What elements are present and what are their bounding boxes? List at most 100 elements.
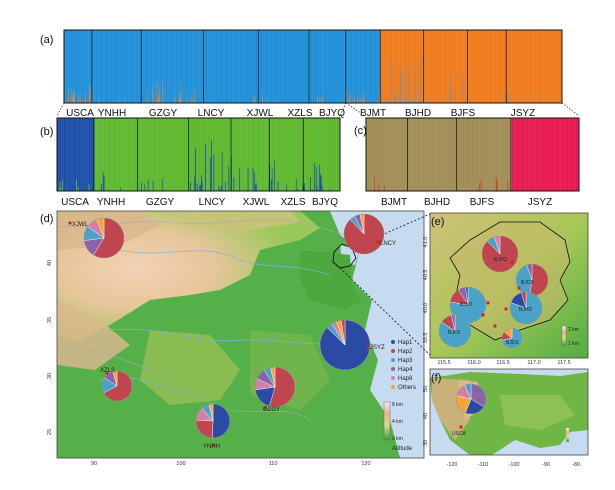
lon-tick-f: -110 [478, 462, 489, 468]
structure-b-label: GZGY [146, 197, 175, 208]
structure-c-label: BJHD [424, 197, 450, 208]
lon-tick-e: 116.5 [496, 360, 509, 366]
structure-c-labels: BJMT BJHD BJFS JSYZ [381, 197, 552, 208]
site-label-e: BJYQ [494, 257, 507, 263]
panel-d-label: (d) [40, 213, 53, 225]
lat-tick-e: 41.0 [423, 237, 429, 248]
pie-gzgy [254, 366, 296, 408]
site-label-e: BJCP [521, 280, 534, 286]
structure-a-labels: USCA YNHH GZGY LNCY XJWL XZLS BJYQ BJMT BJHD BJFS… [66, 108, 535, 119]
map-d-pies [83, 213, 385, 439]
site-label-e: BJHD [519, 307, 532, 313]
structure-a-label: GZGY [149, 108, 178, 119]
structure-a-label: BJYQ [319, 108, 345, 119]
map-d-axis-ticks: 90 100 110 120 25 30 35 40 [47, 260, 371, 467]
site-label-d: GZGY [263, 407, 280, 413]
site-label-d: XZLS [100, 368, 115, 374]
pie-jsyz [319, 319, 371, 371]
map-f-axis-ticks: -120 -110 -100 -90 -80 30 40 50 [423, 386, 580, 468]
lon-tick-e: 115.5 [437, 360, 450, 366]
map-e-axis-ticks: 115.5 116.0 116.5 117.0 117.5 39.5 40.0 40.5 41.… [423, 237, 571, 366]
legend-item: Hap2 [398, 349, 413, 355]
altitude-scale-e: 2 km 1 km [561, 325, 579, 347]
panel-a-label: (a) [40, 34, 53, 46]
structure-c-label: BJFS [470, 197, 495, 208]
svg-text:Altitude: Altitude [392, 446, 413, 452]
site-label-e: BJFS [448, 330, 461, 336]
site-label-d: XJWL [72, 222, 89, 228]
map-e-pies [438, 235, 549, 349]
map-e-sites: BJYQ BJCP BJMT BJHD BJFS BJDX [448, 257, 534, 346]
pie-bjdx [501, 327, 523, 349]
structure-a-label: USCA [66, 108, 94, 119]
lon-tick-d: 100 [176, 461, 185, 467]
lat-tick-e: 40.0 [423, 303, 429, 314]
lat-tick-e: 39.5 [423, 333, 429, 344]
lat-tick-d: 35 [47, 317, 53, 323]
structure-plot-a [63, 29, 563, 104]
site-label-e: BJMT [460, 302, 473, 308]
legend-item: Hap3 [398, 358, 413, 364]
structure-b-label: BJYQ [312, 197, 338, 208]
legend-item: Hap8 [398, 376, 413, 382]
svg-text:8 km: 8 km [392, 402, 403, 408]
pie-xjwl [83, 217, 125, 259]
map-f [429, 368, 589, 456]
legend-swatch [391, 358, 395, 362]
svg-text:2 km: 2 km [568, 327, 579, 333]
structure-b-label: USCA [61, 197, 89, 208]
lon-tick-f: -100 [508, 462, 519, 468]
legend-item: Others [398, 385, 416, 391]
legend-swatch [391, 385, 395, 389]
lat-tick-e: 40.5 [423, 270, 429, 281]
structure-a-label: JSYZ [511, 108, 535, 119]
legend-swatch [391, 340, 395, 344]
altitude-scale: 8 km 4 km 0 km Altitude [383, 401, 413, 452]
structure-a-label: LNCY [198, 108, 225, 119]
lat-tick-f: 30 [423, 440, 429, 446]
structure-a-label: XJWL [247, 108, 274, 119]
pie-bjhd [509, 291, 543, 325]
map-f-sites: USCA [452, 425, 467, 437]
panel-e-label: (e) [431, 216, 444, 228]
lon-tick-f: -90 [542, 462, 550, 468]
haplotype-legend: Hap1 Hap2 Hap3 Hap4 Hap8 Others [391, 340, 416, 391]
legend-item: Hap1 [398, 340, 413, 346]
site-label-d: YNHH [203, 444, 220, 450]
structure-b-labels: USCA YNHH GZGY LNCY XJWL XZLS BJYQ [61, 197, 338, 208]
lat-tick-d: 40 [47, 260, 53, 266]
structure-a-label: XZLS [287, 108, 312, 119]
pie-bjyq [481, 235, 519, 273]
svg-text:1 km: 1 km [568, 341, 579, 347]
structure-plot-b [56, 117, 341, 192]
structure-plot-c [365, 117, 580, 192]
lon-tick-f: -120 [446, 462, 457, 468]
structure-c-label: BJMT [381, 197, 407, 208]
structure-b-label: LNCY [199, 197, 226, 208]
structure-a-label: BJMT [360, 108, 386, 119]
lat-tick-f: 50 [423, 386, 429, 392]
svg-text:0 km: 0 km [392, 436, 403, 442]
structure-b-label: XZLS [280, 197, 305, 208]
structure-a-label: BJFS [451, 108, 476, 119]
lon-tick-d: 110 [269, 461, 278, 467]
structure-a-label: YNHH [98, 108, 126, 119]
structure-b-label: YNHH [97, 197, 125, 208]
legend-swatch [391, 367, 395, 371]
map-f-pies [455, 383, 487, 415]
pie-bjmt [449, 286, 487, 324]
site-label-d: LNCY [380, 241, 396, 247]
lon-tick-e: 117.5 [557, 360, 570, 366]
pie-bjfs [438, 314, 472, 348]
pie-lncy [343, 213, 385, 255]
lat-tick-d: 30 [47, 373, 53, 379]
lon-tick-d: 120 [361, 461, 370, 467]
lat-tick-f: 40 [423, 413, 429, 419]
pie-xzls [101, 370, 133, 402]
structure-a-label: BJHD [405, 108, 431, 119]
lon-tick-e: 116.0 [467, 360, 480, 366]
lon-tick-d: 90 [91, 461, 97, 467]
structure-b-label: XJWL [243, 197, 270, 208]
structure-c-label: JSYZ [528, 197, 552, 208]
